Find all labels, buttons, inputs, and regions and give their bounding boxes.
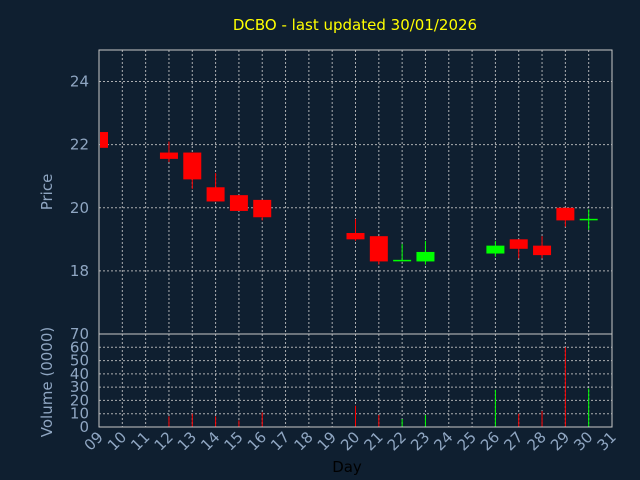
x-tick-label: 31 bbox=[594, 428, 620, 454]
x-tick-label: 29 bbox=[547, 428, 573, 454]
x-tick-label: 24 bbox=[430, 428, 456, 454]
candle-body bbox=[159, 152, 178, 159]
price-tick-labels: 18 20 22 24 bbox=[70, 73, 89, 280]
candle-body bbox=[100, 132, 108, 148]
price-tick-label: 24 bbox=[70, 73, 89, 91]
candle-body bbox=[416, 251, 435, 262]
x-tick-label: 18 bbox=[290, 428, 316, 454]
price-candles bbox=[98, 132, 598, 265]
x-tick-label: 21 bbox=[360, 428, 386, 454]
x-tick-labels: 0910111213141516171819202122232425262728… bbox=[81, 428, 620, 454]
x-tick-label: 12 bbox=[151, 428, 177, 454]
candle-body bbox=[253, 199, 272, 218]
price-panel: 18 20 22 24 Price bbox=[38, 49, 613, 335]
candle-body bbox=[229, 195, 248, 211]
price-tick-label: 20 bbox=[70, 199, 89, 217]
volume-tick-label: 50 bbox=[70, 352, 89, 370]
x-tick-label: 25 bbox=[454, 428, 480, 454]
candle-body bbox=[369, 236, 388, 262]
candle-body bbox=[486, 245, 505, 254]
volume-tick-label: 20 bbox=[70, 391, 89, 409]
x-tick-label: 20 bbox=[337, 428, 363, 454]
volume-tick-label: 40 bbox=[70, 365, 89, 383]
chart-title: DCBO - last updated 30/01/2026 bbox=[233, 16, 477, 34]
x-tick-label: 30 bbox=[570, 428, 596, 454]
x-tick-label: 26 bbox=[477, 428, 503, 454]
x-tick-label: 10 bbox=[104, 428, 130, 454]
volume-axis-label: Volume (0000) bbox=[38, 327, 56, 437]
x-tick-label: 27 bbox=[500, 428, 526, 454]
x-tick-label: 16 bbox=[244, 428, 270, 454]
x-tick-label: 28 bbox=[524, 428, 550, 454]
volume-tick-label: 30 bbox=[70, 378, 89, 396]
candle-body bbox=[346, 233, 365, 240]
x-axis-label: Day bbox=[332, 458, 362, 476]
candle-body bbox=[206, 187, 225, 202]
candle-body bbox=[579, 218, 598, 221]
candle-body bbox=[183, 152, 202, 180]
volume-plot-frame bbox=[98, 333, 613, 428]
x-tick-label: 13 bbox=[174, 428, 200, 454]
candle-body bbox=[393, 259, 412, 262]
x-tick-label: 17 bbox=[267, 428, 293, 454]
volume-tick-label: 0 bbox=[79, 418, 89, 436]
volume-tick-label: 60 bbox=[70, 338, 89, 356]
candle-body bbox=[533, 245, 552, 256]
price-tick-label: 22 bbox=[70, 136, 89, 154]
candle-body bbox=[556, 207, 575, 221]
price-tick-label: 18 bbox=[70, 262, 89, 280]
price-axis-label: Price bbox=[38, 174, 56, 211]
volume-tick-label: 70 bbox=[70, 325, 89, 343]
volume-tick-label: 10 bbox=[70, 405, 89, 423]
x-tick-label: 23 bbox=[407, 428, 433, 454]
candle-body bbox=[509, 239, 528, 249]
x-tick-label: 15 bbox=[221, 428, 247, 454]
x-tick-label: 11 bbox=[127, 428, 153, 454]
price-gridlines bbox=[99, 50, 612, 334]
x-tick-label: 22 bbox=[384, 428, 410, 454]
x-tick-label: 14 bbox=[197, 428, 223, 454]
x-tick-label: 19 bbox=[314, 428, 340, 454]
